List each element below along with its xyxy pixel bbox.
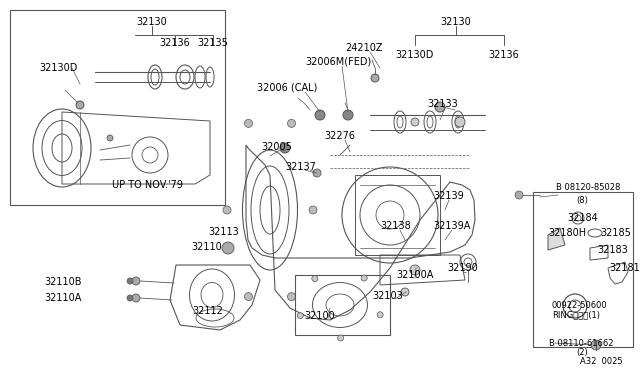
Circle shape	[76, 101, 84, 109]
Circle shape	[377, 312, 383, 318]
Circle shape	[244, 119, 253, 127]
Circle shape	[401, 288, 409, 296]
Circle shape	[313, 169, 321, 177]
Circle shape	[515, 191, 523, 199]
Text: 32181: 32181	[609, 263, 640, 273]
Text: 32100: 32100	[305, 311, 335, 321]
Circle shape	[244, 293, 253, 301]
Text: 32130D: 32130D	[396, 50, 434, 60]
Circle shape	[127, 295, 133, 301]
Text: 32137: 32137	[285, 162, 316, 172]
Text: 32005: 32005	[262, 142, 292, 152]
Text: 32138: 32138	[381, 221, 412, 231]
Text: 32185: 32185	[600, 228, 631, 238]
Circle shape	[455, 117, 465, 127]
Text: 32110B: 32110B	[44, 277, 82, 287]
Text: 32100A: 32100A	[396, 270, 434, 280]
Circle shape	[343, 110, 353, 120]
Circle shape	[297, 312, 303, 319]
Circle shape	[312, 276, 318, 282]
Text: 32112: 32112	[193, 306, 223, 316]
Text: (2): (2)	[576, 349, 588, 357]
Circle shape	[337, 335, 344, 341]
Text: 32135: 32135	[198, 38, 228, 48]
Text: 32130D: 32130D	[39, 63, 77, 73]
Circle shape	[361, 275, 367, 281]
Text: 24210Z: 24210Z	[345, 43, 383, 53]
Text: 32006M(FED): 32006M(FED)	[305, 57, 371, 67]
Text: 32113: 32113	[209, 227, 239, 237]
Bar	[533, 192, 633, 347]
Circle shape	[411, 118, 419, 126]
Circle shape	[435, 102, 445, 112]
Text: 32276: 32276	[324, 131, 355, 141]
Text: (8): (8)	[576, 196, 588, 205]
Circle shape	[371, 74, 379, 82]
Circle shape	[410, 265, 420, 275]
Text: 32103: 32103	[372, 291, 403, 301]
Circle shape	[222, 242, 234, 254]
Circle shape	[287, 119, 296, 127]
Bar	[10, 10, 225, 205]
Text: 32130: 32130	[136, 17, 168, 27]
Circle shape	[127, 278, 133, 284]
Text: 32136: 32136	[159, 38, 190, 48]
Text: A32  0025: A32 0025	[580, 357, 623, 366]
Text: 32183: 32183	[597, 245, 628, 255]
Text: 32139: 32139	[434, 191, 465, 201]
Text: 32006 (CAL): 32006 (CAL)	[257, 83, 317, 93]
Circle shape	[309, 206, 317, 214]
Circle shape	[287, 293, 296, 301]
Text: UP TO NOV.'79: UP TO NOV.'79	[113, 180, 184, 190]
Circle shape	[132, 277, 140, 285]
Circle shape	[591, 340, 601, 350]
Circle shape	[315, 110, 325, 120]
Circle shape	[132, 294, 140, 302]
Text: 32110: 32110	[191, 242, 222, 252]
Text: 32110A: 32110A	[44, 293, 82, 303]
Circle shape	[107, 135, 113, 141]
Text: 32184: 32184	[567, 213, 598, 223]
Text: RINGリング(1): RINGリング(1)	[552, 311, 600, 320]
Text: B 08120-85028: B 08120-85028	[556, 183, 620, 192]
Circle shape	[223, 206, 231, 214]
Text: 32133: 32133	[428, 99, 458, 109]
Text: B 08110-61662: B 08110-61662	[549, 339, 614, 347]
Text: 32180H: 32180H	[548, 228, 586, 238]
Circle shape	[280, 143, 290, 153]
Text: 32130: 32130	[440, 17, 472, 27]
Text: 32190: 32190	[447, 263, 478, 273]
Text: 00922-50600: 00922-50600	[552, 301, 607, 310]
Text: 32136: 32136	[488, 50, 520, 60]
Text: 32139A: 32139A	[433, 221, 470, 231]
Polygon shape	[548, 228, 565, 250]
